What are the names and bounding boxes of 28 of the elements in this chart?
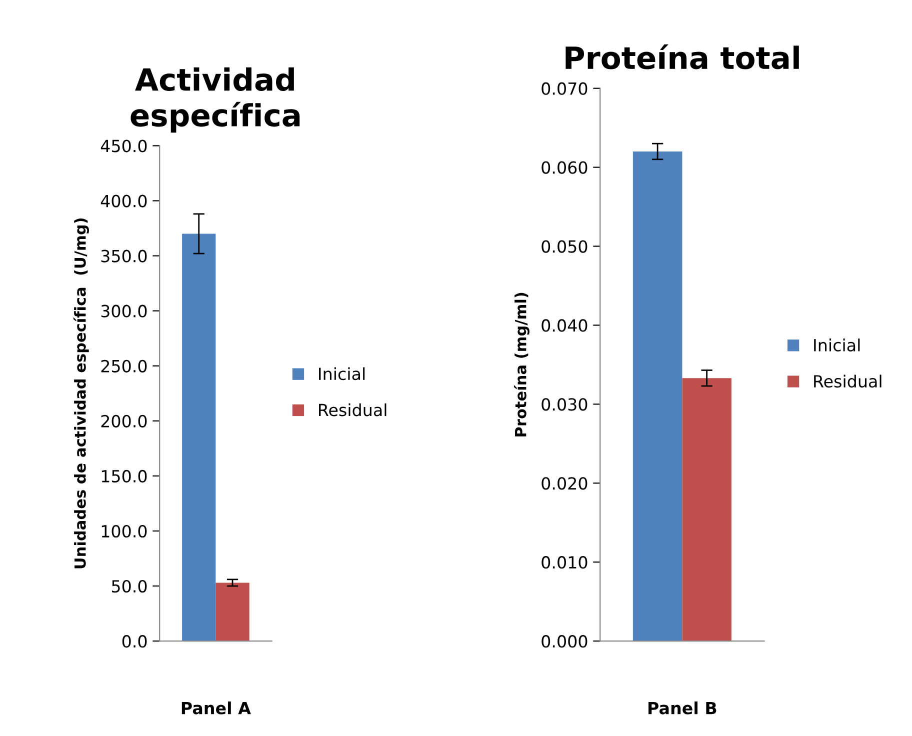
y-tick-label: 350.0 [101, 250, 147, 262]
y-tick-label: 100.0 [102, 524, 147, 538]
chart-title: Actividad específica [130, 67, 300, 133]
x-axis-title: Panel A [182, 701, 251, 714]
y-tick-label: 250.0 [101, 360, 147, 372]
y-tick-label: 0.060 [542, 161, 588, 174]
y-tick-label: 0.000 [542, 635, 588, 648]
y-axis-title: Unidades de actividad específica (U/mg) [73, 218, 89, 568]
y-tick-label: 0.030 [542, 398, 588, 411]
y-tick-label: 400.0 [100, 194, 147, 208]
y-tick-label: 0.0 [122, 635, 147, 648]
x-axis-title: Panel B [648, 701, 716, 714]
legend-label: Residual [319, 403, 386, 416]
y-tick-label: 0.070 [542, 82, 588, 95]
y-tick-label: 200.0 [101, 414, 147, 428]
legend-label: Inicial [814, 338, 860, 352]
y-tick-label: 150.0 [102, 470, 147, 483]
chart-title: Proteína total [566, 44, 799, 70]
y-tick-label: 0.020 [542, 477, 588, 490]
y-tick-label: 50.0 [112, 580, 147, 593]
y-tick-label: 0.050 [542, 240, 588, 253]
y-axis-title: Proteína (mg/ml) [514, 292, 530, 436]
y-tick-label: 0.010 [542, 556, 588, 569]
legend-label: Residual [814, 374, 882, 388]
legend-label: Inicial [319, 367, 365, 380]
y-tick-label: 450.0 [100, 140, 147, 152]
y-tick-label: 0.040 [542, 319, 588, 332]
y-tick-label: 300.0 [101, 304, 147, 318]
